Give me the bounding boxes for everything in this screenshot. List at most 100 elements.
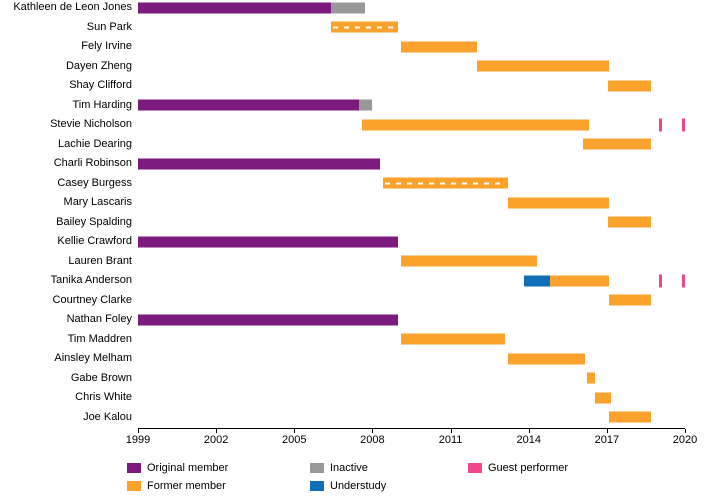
timeline-track (138, 96, 685, 116)
timeline-row: Chris White (0, 388, 720, 408)
timeline-track (138, 37, 685, 57)
timeline-bar-former (362, 119, 589, 131)
timeline-bar-former (549, 275, 610, 287)
timeline-row: Mary Lascaris (0, 193, 720, 213)
axis-tick-label: 2014 (516, 434, 541, 446)
timeline-row: Nathan Foley (0, 310, 720, 330)
timeline-bar-former (401, 41, 477, 53)
member-name-label: Fely Irvine (81, 40, 132, 52)
timeline-bar-original (138, 236, 399, 248)
timeline-track (138, 252, 685, 272)
member-name-label: Tim Maddren (67, 332, 132, 345)
axis-tick-mark (138, 429, 139, 433)
legend-label-original: Original member (147, 462, 229, 474)
timeline-track (138, 291, 685, 311)
timeline-bar-inactive (359, 99, 373, 111)
axis-tick-label: 2011 (438, 434, 463, 446)
timeline-bar-former (507, 353, 585, 365)
member-name-label: Chris White (75, 391, 132, 403)
timeline-track (138, 388, 685, 408)
axis-tick-mark (685, 429, 686, 433)
legend-swatch-original (127, 463, 141, 473)
timeline-row: Tanika Anderson (0, 271, 720, 291)
timeline-row: Dayen Zheng (0, 57, 720, 77)
timeline-bar-original (138, 158, 381, 170)
timeline-row: Lauren Brant (0, 252, 720, 272)
timeline-row: Lachie Dearing (0, 135, 720, 155)
member-name-label: Casey Burgess (57, 176, 132, 189)
axis-tick-mark (450, 429, 452, 433)
member-name-label: Stevie Nicholson (50, 118, 132, 130)
timeline-bar-former (476, 60, 610, 72)
timeline-row: Joe Kalou (0, 408, 720, 428)
timeline-bar-former (382, 177, 508, 189)
timeline-track (138, 174, 685, 194)
timeline-row: Gabe Brown (0, 369, 720, 389)
member-name-label: Joe Kalou (83, 410, 132, 423)
axis-tick-mark (606, 429, 608, 433)
timeline-bar-former (608, 216, 652, 228)
member-name-label: Lauren Brant (68, 254, 132, 267)
timeline-bar-original (138, 99, 360, 111)
legend-swatch-inactive (310, 463, 324, 473)
timeline-rows: Kathleen de Leon Jones Sun Park Fely Irvin… (0, 0, 720, 428)
member-name-label: Kellie Crawford (57, 235, 132, 247)
legend-label-guest: Guest performer (488, 462, 569, 474)
member-name-label: Lachie Dearing (58, 137, 132, 150)
timeline-row: Bailey Spalding (0, 213, 720, 233)
timeline-row: Kathleen de Leon Jones (0, 0, 720, 18)
timeline-bar-former (609, 294, 652, 306)
timeline-track (138, 135, 685, 155)
legend-item-guest: Guest performer (468, 461, 568, 475)
timeline-track (138, 115, 685, 135)
timeline-track (138, 271, 685, 291)
legend-item-understudy: Understudy (310, 479, 386, 493)
timeline-bar-guest (682, 274, 685, 288)
legend-item-original: Original member (127, 461, 228, 475)
legend-swatch-former (127, 481, 141, 491)
timeline-row: Tim Harding (0, 96, 720, 116)
timeline-bar-original (138, 314, 399, 326)
timeline-row: Tim Maddren (0, 330, 720, 350)
timeline-bar-former (583, 138, 652, 150)
member-name-label: Mary Lascaris (63, 196, 132, 208)
timeline-bar-former (507, 197, 610, 209)
x-axis: 1999 2002 2005 2008 2011 2014 2017 2020 (126, 428, 697, 446)
timeline-bar-former (595, 392, 611, 404)
axis-tick-mark (528, 429, 530, 433)
axis-tick-label: 2020 (672, 434, 698, 446)
timeline-bar-guest (658, 118, 663, 132)
timeline-row: Shay Clifford (0, 76, 720, 96)
timeline-track (138, 349, 685, 369)
timeline-track (138, 213, 685, 233)
legend: Original member Inactive Guest performer Fo… (0, 459, 720, 499)
legend-swatch-understudy (310, 481, 324, 491)
member-name-label: Shay Clifford (69, 79, 132, 91)
timeline-track (138, 0, 685, 18)
timeline-track (138, 232, 685, 252)
member-name-label: Dayen Zheng (65, 59, 132, 72)
timeline-track (138, 193, 685, 213)
timeline-bar-guest (658, 274, 663, 288)
legend-swatch-guest (468, 463, 482, 473)
timeline-bar-former (330, 21, 399, 33)
timeline-row: Ainsley Melham (0, 349, 720, 369)
timeline-row: Courtney Clarke (0, 291, 720, 311)
axis-tick-mark (372, 429, 374, 433)
timeline-bar-former (401, 255, 537, 267)
axis-tick-label: 2005 (282, 434, 307, 446)
timeline-track (138, 369, 685, 389)
timeline-row: Casey Burgess (0, 174, 720, 194)
legend-label-understudy: Understudy (330, 480, 387, 492)
axis-tick-mark (216, 429, 218, 433)
member-name-label: Charli Robinson (53, 157, 132, 169)
timeline-track (138, 57, 685, 77)
timeline-row: Fely Irvine (0, 37, 720, 57)
timeline-bar-former (608, 80, 652, 92)
axis-tick-label: 2008 (360, 434, 385, 446)
timeline-row: Charli Robinson (0, 154, 720, 174)
member-name-label: Courtney Clarke (52, 293, 132, 306)
timeline-bar-understudy (523, 275, 550, 287)
member-name-label: Bailey Spalding (56, 215, 132, 228)
